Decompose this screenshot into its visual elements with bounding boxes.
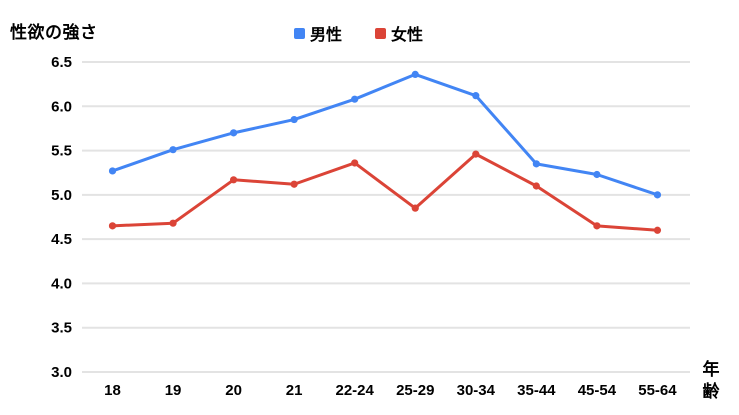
- data-point-male[interactable]: [108, 167, 117, 175]
- x-tick-label: 18: [104, 382, 121, 399]
- data-point-male[interactable]: [351, 95, 359, 103]
- data-point-female[interactable]: [230, 176, 238, 184]
- data-point-female[interactable]: [411, 204, 419, 212]
- y-tick-label: 5.0: [51, 187, 72, 204]
- data-point-male[interactable]: [169, 146, 177, 154]
- data-point-female[interactable]: [351, 159, 359, 167]
- x-tick-label: 45-54: [578, 382, 617, 399]
- data-point-female[interactable]: [169, 219, 177, 227]
- x-tick-label: 20: [225, 382, 242, 399]
- data-point-female[interactable]: [472, 150, 480, 158]
- data-point-female[interactable]: [290, 180, 298, 188]
- male-series-swatch-icon: [294, 27, 305, 39]
- y-tick-label: 5.5: [51, 143, 72, 160]
- data-point-male[interactable]: [532, 160, 540, 168]
- y-tick-label: 3.0: [51, 364, 72, 381]
- x-tick-label: 55-64: [638, 382, 677, 399]
- data-point-female[interactable]: [653, 226, 662, 234]
- y-tick-label: 3.5: [51, 320, 72, 337]
- legend: 男性 女性: [294, 21, 423, 45]
- x-tick-label: 21: [286, 382, 303, 399]
- data-point-male[interactable]: [290, 115, 298, 124]
- data-point-female[interactable]: [532, 182, 540, 190]
- data-point-female[interactable]: [108, 222, 117, 230]
- y-tick-label: 6.5: [51, 54, 72, 71]
- series-line-female: [111, 152, 659, 232]
- male-legend-label: 男性: [310, 27, 343, 44]
- x-tick-label: 19: [165, 382, 182, 399]
- y-tick-label: 4.5: [51, 231, 72, 248]
- x-tick-label: 22-24: [336, 382, 375, 399]
- data-point-male[interactable]: [653, 191, 662, 199]
- legend-item-female[interactable]: 女性: [375, 21, 423, 45]
- legend-item-male[interactable]: 男性: [294, 21, 342, 45]
- series-line-male: [111, 72, 659, 197]
- y-tick-label: 6.0: [51, 98, 72, 115]
- data-point-male[interactable]: [472, 92, 480, 100]
- y-axis-title: 性欲の強さ: [10, 23, 98, 42]
- data-point-female[interactable]: [593, 222, 601, 230]
- y-tick-label: 4.0: [51, 275, 72, 292]
- female-legend-label: 女性: [391, 27, 424, 44]
- data-point-male[interactable]: [230, 129, 238, 137]
- female-series-swatch-icon: [375, 27, 387, 39]
- data-point-male[interactable]: [593, 170, 601, 179]
- x-axis-title: 年齢: [702, 360, 720, 401]
- x-tick-label: 30-34: [457, 382, 496, 399]
- data-point-male[interactable]: [411, 70, 419, 78]
- x-tick-label: 35-44: [517, 382, 556, 399]
- x-tick-label: 25-29: [396, 382, 434, 399]
